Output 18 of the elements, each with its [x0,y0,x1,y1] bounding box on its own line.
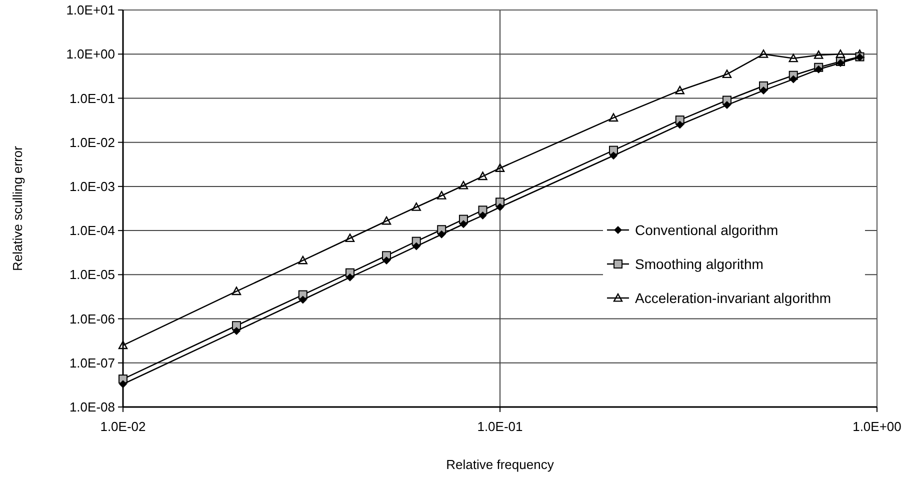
y-tick-label: 1.0E-04 [69,223,115,238]
y-axis-title: Relative sculling error [10,145,25,271]
legend-label: Acceleration-invariant algorithm [635,290,832,306]
y-tick-label: 1.0E+01 [66,2,115,18]
x-tick-label: 1.0E+00 [852,419,902,434]
x-tick-label: 1.0E-01 [477,419,523,434]
y-tick-label: 1.0E-01 [69,90,115,106]
x-axis-title: Relative frequency [446,457,554,472]
y-tick-label: 1.0E-02 [69,134,115,150]
y-tick-label: 1.0E-06 [69,311,115,326]
y-tick-label: 1.0E-07 [69,355,115,370]
legend-label: Conventional algorithm [635,222,778,238]
y-tick-label: 1.0E+00 [66,46,115,62]
y-tick-label: 1.0E-03 [69,178,115,194]
x-tick-label: 1.0E-02 [100,419,146,434]
legend-label: Smoothing algorithm [635,256,764,272]
y-tick-label: 1.0E-08 [69,400,115,415]
y-tick-label: 1.0E-05 [69,267,115,282]
